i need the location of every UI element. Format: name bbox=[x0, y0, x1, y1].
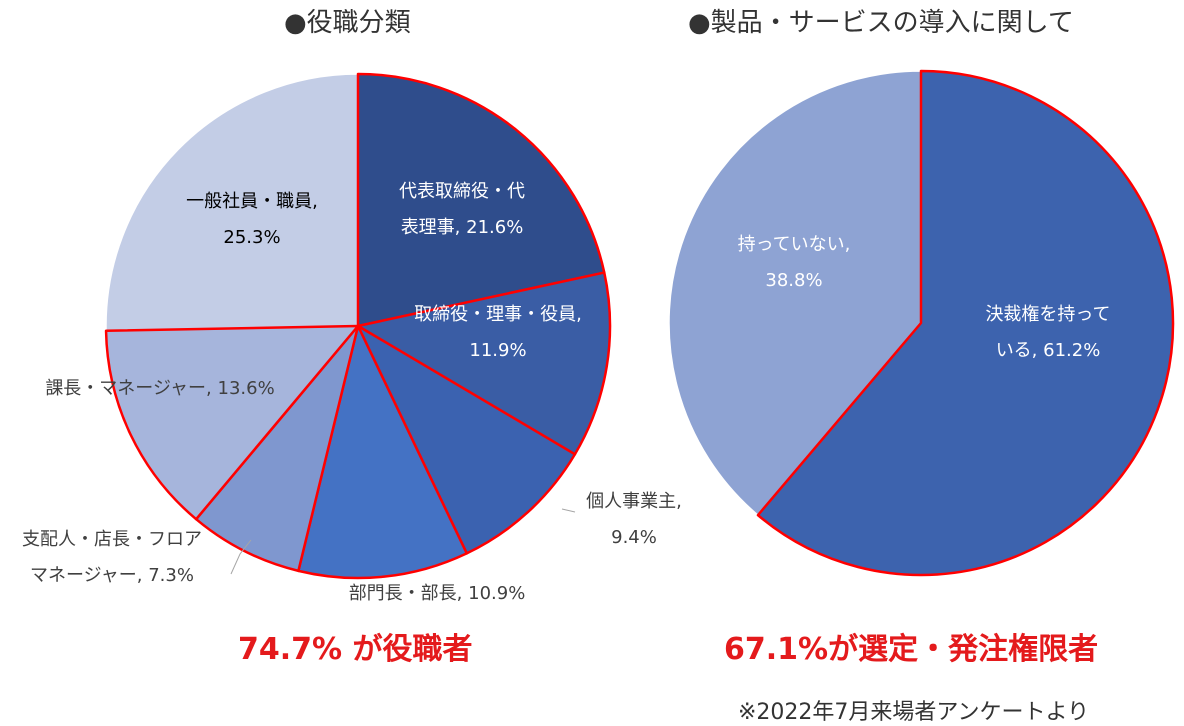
slice-label-line: マネージャー, 7.3% bbox=[30, 565, 194, 586]
pie-slice bbox=[356, 324, 577, 555]
slice-label: 支配人・店長・フロアマネージャー, 7.3% bbox=[22, 529, 202, 586]
slice-label-line: 一般社員・職員, bbox=[186, 191, 318, 212]
pie-slice bbox=[105, 73, 359, 332]
pie-slice bbox=[668, 70, 922, 516]
pie-slice bbox=[104, 324, 360, 521]
slice-label-line: 11.9% bbox=[469, 340, 526, 361]
slice-label: 課長・マネージャー, 13.6% bbox=[45, 378, 274, 399]
pie-slice bbox=[194, 324, 360, 573]
slice-label-line: 支配人・店長・フロア bbox=[22, 529, 202, 550]
slice-label: 決裁権を持っている, 61.2% bbox=[985, 304, 1110, 361]
slice-label-line: 25.3% bbox=[223, 227, 280, 248]
right-chart-title: ●製品・サービスの導入に関して bbox=[688, 8, 1074, 38]
left-chart-summary: 74.7% が役職者 bbox=[238, 632, 473, 667]
slice-label-line: 9.4% bbox=[611, 527, 657, 548]
slice-label: 取締役・理事・役員, 11.9% bbox=[414, 304, 582, 361]
pie-slice bbox=[356, 72, 606, 328]
slice-label-line: 表理事, 21.6% bbox=[401, 217, 524, 238]
slice-label: 部門長・部長, 10.9% bbox=[349, 583, 526, 604]
slice-label: 個人事業主, 9.4% bbox=[586, 491, 682, 548]
pie-slice bbox=[297, 324, 468, 580]
slice-label-line: 個人事業主, bbox=[586, 491, 682, 512]
slice-label-line: 38.8% bbox=[765, 270, 822, 291]
slice-label: 持っていない, 38.8% bbox=[738, 234, 851, 291]
slice-label-line: 持っていない, bbox=[738, 234, 851, 255]
pie-slice bbox=[756, 69, 1175, 577]
slice-label-line: 課長・マネージャー, 13.6% bbox=[45, 378, 274, 399]
slice-label-line: 部門長・部長, 10.9% bbox=[349, 583, 526, 604]
leader-line bbox=[561, 508, 576, 513]
right-chart-summary: 67.1%が選定・発注権限者 bbox=[724, 632, 1099, 667]
left-chart-title: ●役職分類 bbox=[284, 8, 411, 38]
leader-line bbox=[230, 539, 252, 575]
slice-label-line: 決裁権を持って bbox=[985, 304, 1110, 325]
slice-label-line: 取締役・理事・役員, bbox=[414, 304, 582, 325]
slice-label-line: 代表取締役・代 bbox=[399, 181, 525, 202]
slice-label-line: いる, 61.2% bbox=[996, 340, 1101, 361]
pie-slice bbox=[356, 271, 612, 456]
slice-label: 代表取締役・代表理事, 21.6% bbox=[399, 181, 525, 238]
slice-label: 一般社員・職員, 25.3% bbox=[186, 191, 318, 248]
decision-pie-chart: 決裁権を持っている, 61.2% 持っていない, 38.8% bbox=[668, 69, 1175, 577]
survey-footnote: ※2022年7月来場者アンケートより bbox=[738, 700, 1090, 725]
role-pie-chart: 代表取締役・代表理事, 21.6% 取締役・理事・役員, 11.9% 個人事業主, 9.… bbox=[22, 72, 682, 604]
